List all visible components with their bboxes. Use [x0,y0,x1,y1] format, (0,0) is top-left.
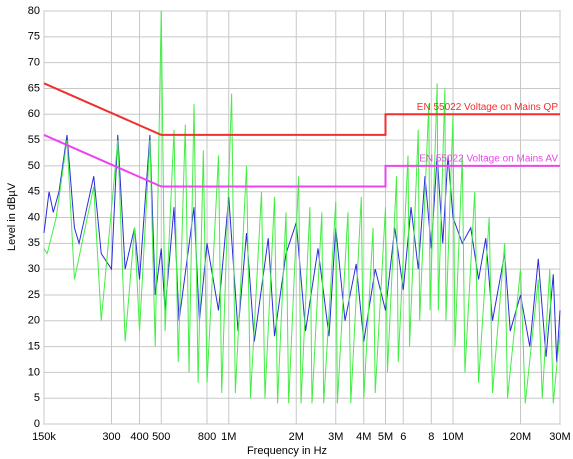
y-tick-label: 25 [28,289,40,301]
y-tick-label: 30 [28,263,40,275]
x-tick-label: 1M [221,431,236,443]
x-tick-label: 500 [152,431,170,443]
x-tick-label: 6 [400,431,406,443]
limit-label: EN 55022 Voltage on Mains QP [417,102,559,113]
y-tick-label: 75 [28,31,40,43]
y-tick-label: 0 [34,418,40,430]
x-tick-label: 20M [510,431,531,443]
x-tick-label: 300 [102,431,120,443]
y-tick-label: 65 [28,82,40,94]
x-tick-label: 30M [549,431,570,443]
y-tick-label: 40 [28,211,40,223]
x-tick-label: 2M [289,431,304,443]
y-tick-label: 15 [28,340,40,352]
x-tick-label: 10M [442,431,463,443]
y-tick-label: 20 [28,315,40,327]
x-tick-label: 3M [328,431,343,443]
y-axis-label: Level in dBµV [6,182,18,251]
x-tick-label: 4M [356,431,371,443]
y-tick-label: 5 [34,392,40,404]
y-tick-label: 60 [28,108,40,120]
y-tick-label: 70 [28,57,40,69]
x-tick-label: 5M [378,431,393,443]
series-line [43,10,561,404]
series-line [43,134,561,363]
x-tick-label: 150k [32,431,56,443]
y-tick-label: 10 [28,366,40,378]
x-tick-label: 400 [130,431,148,443]
y-tick-label: 50 [28,160,40,172]
y-tick-label: 55 [28,134,40,146]
x-tick-label: 8 [428,431,434,443]
y-tick-label: 80 [28,5,40,17]
series-line [43,82,560,136]
y-tick-label: 35 [28,237,40,249]
series-line [43,133,560,188]
x-axis-label: Frequency in Hz [247,445,327,457]
limit-label: EN 55022 Voltage on Mains AV [419,154,558,165]
y-tick-label: 45 [28,186,40,198]
x-tick-label: 800 [198,431,216,443]
